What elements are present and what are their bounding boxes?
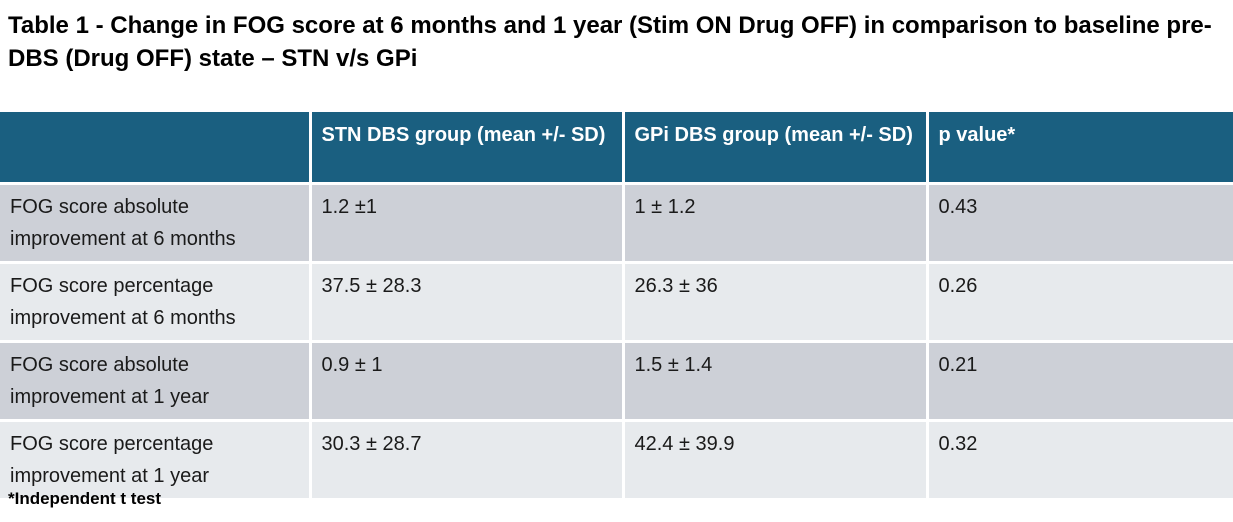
row-label: FOG score absolute improvement at 1 year xyxy=(0,339,310,420)
gpi-value: 1 ± 1.2 xyxy=(621,181,927,262)
gpi-value: 42.4 ± 39.9 xyxy=(621,418,927,498)
table-row: FOG score percentage improvement at 1 ye… xyxy=(0,418,1233,498)
row-label: FOG score percentage improvement at 1 ye… xyxy=(0,418,310,498)
table-row: FOG score percentage improvement at 6 mo… xyxy=(0,260,1233,341)
header-cell-gpi: GPi DBS group (mean +/- SD) xyxy=(621,112,927,183)
p-value: 0.26 xyxy=(925,260,1233,341)
stn-value: 0.9 ± 1 xyxy=(308,339,623,420)
page-title: Table 1 - Change in FOG score at 6 month… xyxy=(8,12,1212,72)
row-label: FOG score percentage improvement at 6 mo… xyxy=(0,260,310,341)
results-table: STN DBS group (mean +/- SD) GPi DBS grou… xyxy=(0,112,1233,498)
p-value: 0.21 xyxy=(925,339,1233,420)
p-value: 0.43 xyxy=(925,181,1233,262)
stn-value: 1.2 ±1 xyxy=(308,181,623,262)
header-cell-pvalue: p value* xyxy=(925,112,1233,183)
table-header-row: STN DBS group (mean +/- SD) GPi DBS grou… xyxy=(0,112,1233,183)
stn-value: 37.5 ± 28.3 xyxy=(308,260,623,341)
gpi-value: 26.3 ± 36 xyxy=(621,260,927,341)
table-row: FOG score absolute improvement at 1 year… xyxy=(0,339,1233,420)
header-cell-blank xyxy=(0,112,310,183)
stn-value: 30.3 ± 28.7 xyxy=(308,418,623,498)
footnote: *Independent t test xyxy=(8,489,162,508)
header-cell-stn: STN DBS group (mean +/- SD) xyxy=(308,112,623,183)
gpi-value: 1.5 ± 1.4 xyxy=(621,339,927,420)
table-row: FOG score absolute improvement at 6 mont… xyxy=(0,181,1233,262)
row-label: FOG score absolute improvement at 6 mont… xyxy=(0,181,310,262)
p-value: 0.32 xyxy=(925,418,1233,498)
